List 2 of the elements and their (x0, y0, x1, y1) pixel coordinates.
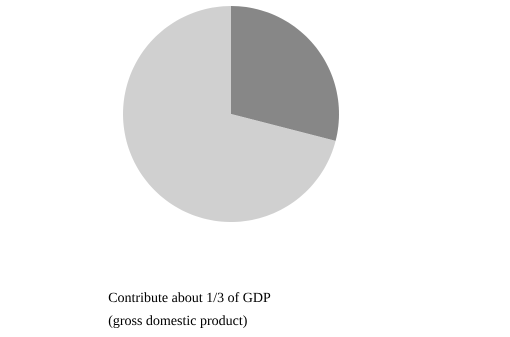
text: Contribute about 1/3 of GDP (108, 292, 270, 302)
text: (gross domestic product) (108, 315, 247, 328)
